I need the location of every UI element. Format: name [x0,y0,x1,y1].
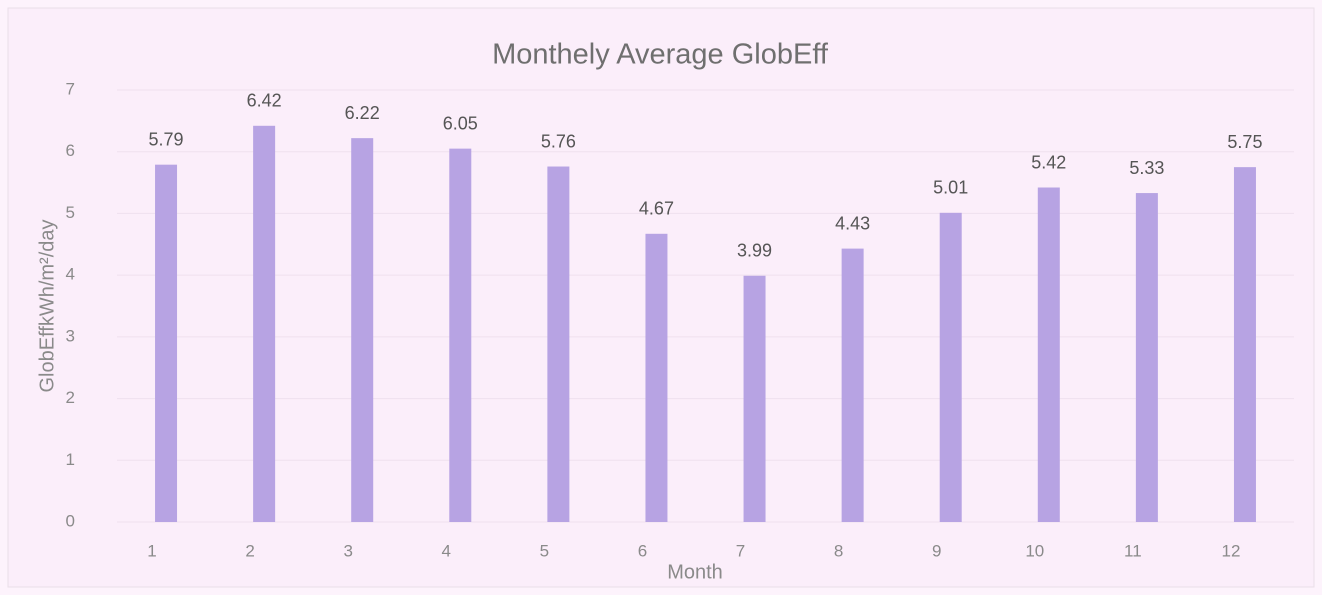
data-label: 5.33 [1129,158,1164,178]
bar [155,164,178,522]
data-label: 6.22 [345,103,380,123]
data-label: 6.05 [443,113,478,133]
data-label: 5.42 [1031,152,1066,172]
y-tick-label: 4 [66,265,75,284]
x-tick-label: 10 [1025,541,1044,560]
chart-title: Monthely Average GlobEff [492,39,829,71]
bar [351,138,374,522]
x-tick-label: 5 [540,541,549,560]
x-tick-label: 2 [245,541,254,560]
x-tick-label: 6 [638,541,647,560]
x-tick-label: 7 [736,541,745,560]
bar [1135,193,1158,522]
bar [939,212,962,522]
data-label: 6.42 [247,91,282,111]
x-tick-label: 11 [1124,541,1142,560]
y-tick-label: 3 [66,326,75,345]
bar [645,233,668,522]
y-tick-label: 1 [66,450,75,469]
bar [253,125,276,523]
y-tick-label: 6 [66,141,75,160]
x-tick-label: 1 [147,541,156,560]
bar [1037,187,1060,522]
data-label: 5.76 [541,131,576,151]
data-label: 3.99 [737,241,772,261]
x-tick-label: 8 [834,541,843,560]
y-tick-label: 7 [66,79,75,98]
x-axis-title: Month [667,561,723,583]
x-tick-label: 9 [932,541,941,560]
x-tick-label: 4 [442,541,451,560]
y-tick-label: 0 [66,511,75,530]
data-label: 5.75 [1227,132,1262,152]
data-label: 5.79 [149,129,184,149]
bar [449,148,472,522]
x-tick-label: 3 [343,541,352,560]
data-label: 4.43 [835,213,870,233]
bar [1233,167,1256,522]
bar [547,166,570,523]
y-tick-label: 5 [66,203,75,222]
data-label: 4.67 [639,199,674,219]
y-tick-label: 2 [66,388,75,407]
bar [743,275,766,522]
data-label: 5.01 [933,178,968,198]
x-tick-label: 12 [1221,541,1240,560]
bar [841,248,864,522]
y-axis-title: GlobEffkWh/m²/day [36,219,58,392]
